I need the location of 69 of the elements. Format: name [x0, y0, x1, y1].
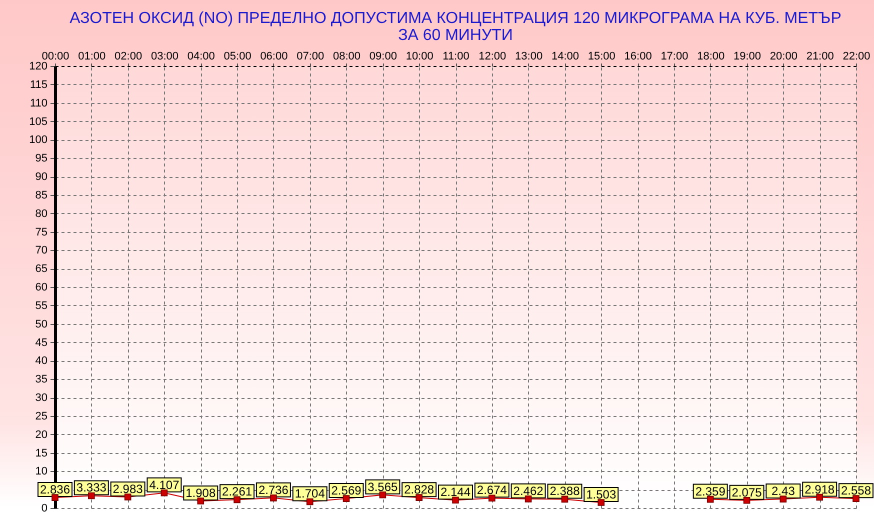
y-tick-label: 30 [35, 392, 48, 404]
y-tick-label: 10 [35, 466, 48, 478]
y-tick-label: 115 [30, 78, 48, 91]
y-tick-label: 100 [29, 134, 48, 146]
x-tick-label: 02:00 [114, 50, 142, 62]
y-tick-label: 90 [35, 171, 48, 183]
y-tick-label: 50 [35, 318, 48, 330]
data-label: 1.704 [294, 486, 326, 501]
x-tick-label: 04:00 [187, 50, 215, 62]
y-tick-label: 45 [35, 336, 48, 349]
y-tick-label: 70 [35, 244, 48, 257]
y-tick-label: 55 [35, 300, 48, 312]
y-tick-label: 15 [35, 447, 48, 460]
data-label: 1.908 [186, 486, 216, 500]
x-tick-label: 05:00 [224, 50, 252, 62]
x-tick-label: 07:00 [296, 50, 324, 62]
data-label: 2.462 [513, 484, 544, 498]
x-tick-label: 22:00 [842, 50, 870, 62]
y-tick-label: 105 [29, 116, 48, 128]
x-tick-label: 21:00 [806, 50, 834, 62]
x-tick-label: 13:00 [515, 50, 543, 62]
x-tick-label: 15:00 [588, 50, 616, 62]
data-label: 2.43 [772, 484, 796, 498]
data-label: 2.918 [804, 482, 835, 496]
data-label: 2.261 [222, 484, 252, 499]
y-tick-label: 40 [35, 355, 48, 368]
y-tick-label: 20 [35, 428, 48, 441]
x-tick-label: 09:00 [369, 50, 397, 62]
y-tick-label: 120 [29, 60, 48, 72]
y-tick-label: 60 [35, 282, 48, 294]
y-tick-label: 75 [35, 226, 48, 238]
data-label: 2.558 [840, 484, 872, 498]
x-tick-label: 18:00 [697, 50, 725, 62]
y-tick-label: 65 [35, 263, 48, 276]
x-tick-label: 17:00 [660, 50, 688, 62]
x-tick-label: 19:00 [734, 50, 762, 62]
x-tick-label: 11:00 [442, 50, 470, 62]
data-label: 2.828 [404, 482, 434, 497]
data-label: 2.674 [476, 483, 508, 498]
x-tick-label: 06:00 [260, 50, 288, 62]
data-label: 4.107 [149, 478, 180, 492]
y-tick-label: 95 [35, 152, 48, 165]
y-tick-label: 0 [41, 502, 48, 514]
data-label: 2.569 [331, 484, 362, 498]
data-label: 2.144 [440, 485, 471, 500]
x-tick-label: 16:00 [624, 50, 652, 62]
x-tick-label: 01:00 [78, 50, 106, 62]
data-label: 2.388 [550, 484, 580, 498]
x-tick-label: 20:00 [770, 50, 798, 62]
data-label: 2.359 [695, 484, 726, 498]
data-label: 2.836 [40, 482, 70, 497]
y-tick-label: 85 [35, 189, 48, 202]
x-tick-label: 12:00 [478, 50, 506, 62]
x-tick-label: 08:00 [333, 50, 361, 62]
data-label: 3.565 [368, 480, 398, 494]
chart-title: АЗОТЕН ОКСИД (NO) ПРЕДЕЛНО ДОПУСТИМА КОНЦЕНТРАЦИЯ 120 МИКРОГРАМА НА КУБ. МЕТЪР ЗА 60 МИНУТИ [70, 10, 842, 44]
data-label: 2.075 [732, 485, 762, 500]
x-tick-label: 03:00 [150, 50, 178, 62]
x-tick-label: 14:00 [551, 50, 579, 62]
y-tick-label: 80 [35, 208, 48, 220]
data-label: 2.983 [112, 482, 144, 496]
data-label: 1.503 [586, 487, 616, 502]
data-label: 3.333 [76, 480, 107, 495]
x-tick-label: 10:00 [406, 50, 434, 62]
y-tick-label: 35 [35, 374, 48, 386]
x-tick-label: 00:00 [42, 50, 70, 62]
y-tick-label: 25 [35, 410, 48, 422]
y-tick-label: 110 [30, 97, 48, 110]
data-label: 2.736 [258, 482, 289, 497]
